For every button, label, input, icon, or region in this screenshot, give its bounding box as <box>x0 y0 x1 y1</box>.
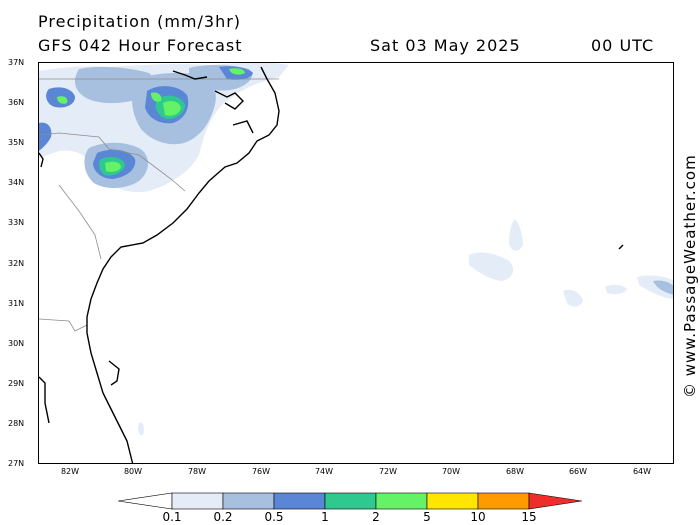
lon-label: 78W <box>187 467 207 476</box>
legend-label: 0.1 <box>162 510 182 524</box>
legend-label: 0.5 <box>264 510 284 524</box>
legend-swatch <box>273 492 326 510</box>
legend-swatch <box>375 492 428 510</box>
precipitation-field <box>39 63 673 436</box>
lat-label: 30N <box>8 339 25 348</box>
precip-area-light <box>605 284 627 295</box>
lat-label: 32N <box>8 259 25 268</box>
legend-swatch <box>324 492 377 510</box>
legend-swatch <box>426 492 479 510</box>
border-line <box>58 184 102 260</box>
precip-area-green <box>163 100 181 116</box>
coast-line <box>618 244 624 250</box>
map-frame <box>38 62 674 464</box>
precip-area-green <box>57 96 68 104</box>
legend-swatch <box>118 492 173 510</box>
coastline <box>39 66 624 463</box>
lon-label: 66W <box>568 467 588 476</box>
lon-label: 70W <box>441 467 461 476</box>
legend-swatch <box>528 492 582 510</box>
valid-date: Sat 03 May 2025 <box>370 36 521 55</box>
border-line <box>39 318 88 332</box>
legend-swatch <box>477 492 530 510</box>
lat-label: 29N <box>8 379 25 388</box>
legend-label: 0.2 <box>213 510 233 524</box>
legend-swatch <box>171 492 224 510</box>
legend-label: 1 <box>321 510 329 524</box>
precip-area-green <box>105 161 121 172</box>
lat-label: 35N <box>8 138 25 147</box>
precip-area-light <box>563 289 583 307</box>
precip-area-blue <box>39 122 52 151</box>
color-legend <box>118 492 582 510</box>
lon-label: 72W <box>378 467 398 476</box>
lat-label: 34N <box>8 178 25 187</box>
state-borders <box>39 78 279 332</box>
coast-line <box>39 376 50 424</box>
forecast-subtitle: GFS 042 Hour Forecast <box>38 36 243 55</box>
lon-label: 68W <box>505 467 525 476</box>
valid-time: 00 UTC <box>591 36 655 55</box>
precip-area-light <box>138 422 144 436</box>
border-line <box>39 132 186 192</box>
lat-label: 31N <box>8 299 25 308</box>
lat-label: 37N <box>8 58 25 67</box>
legend-swatch <box>222 492 275 510</box>
legend-label: 15 <box>521 510 537 524</box>
legend-label: 10 <box>470 510 486 524</box>
lon-label: 82W <box>60 467 80 476</box>
lat-label: 27N <box>8 459 25 468</box>
map-title: Precipitation (mm/3hr) <box>38 12 242 31</box>
coast-line <box>39 152 44 168</box>
legend-label: 2 <box>372 510 380 524</box>
precipitation-map <box>39 63 673 463</box>
coast-line <box>232 120 254 134</box>
coast-line <box>86 66 280 463</box>
lat-label: 36N <box>8 98 25 107</box>
lon-label: 76W <box>251 467 271 476</box>
lat-label: 33N <box>8 218 25 227</box>
precip-area-green <box>151 92 162 102</box>
precip-area-light <box>469 252 514 281</box>
lon-label: 80W <box>123 467 143 476</box>
precip-area-light <box>509 219 523 251</box>
lon-label: 64W <box>632 467 652 476</box>
precip-area-medium <box>653 280 673 295</box>
coast-line <box>172 70 208 80</box>
precip-area-green <box>229 68 245 75</box>
coast-line <box>108 360 120 386</box>
coast-line <box>214 90 244 110</box>
lon-label: 74W <box>314 467 334 476</box>
legend-label: 5 <box>423 510 431 524</box>
lat-label: 28N <box>8 419 25 428</box>
credit-watermark: © www.PassageWeather.com <box>681 154 699 398</box>
